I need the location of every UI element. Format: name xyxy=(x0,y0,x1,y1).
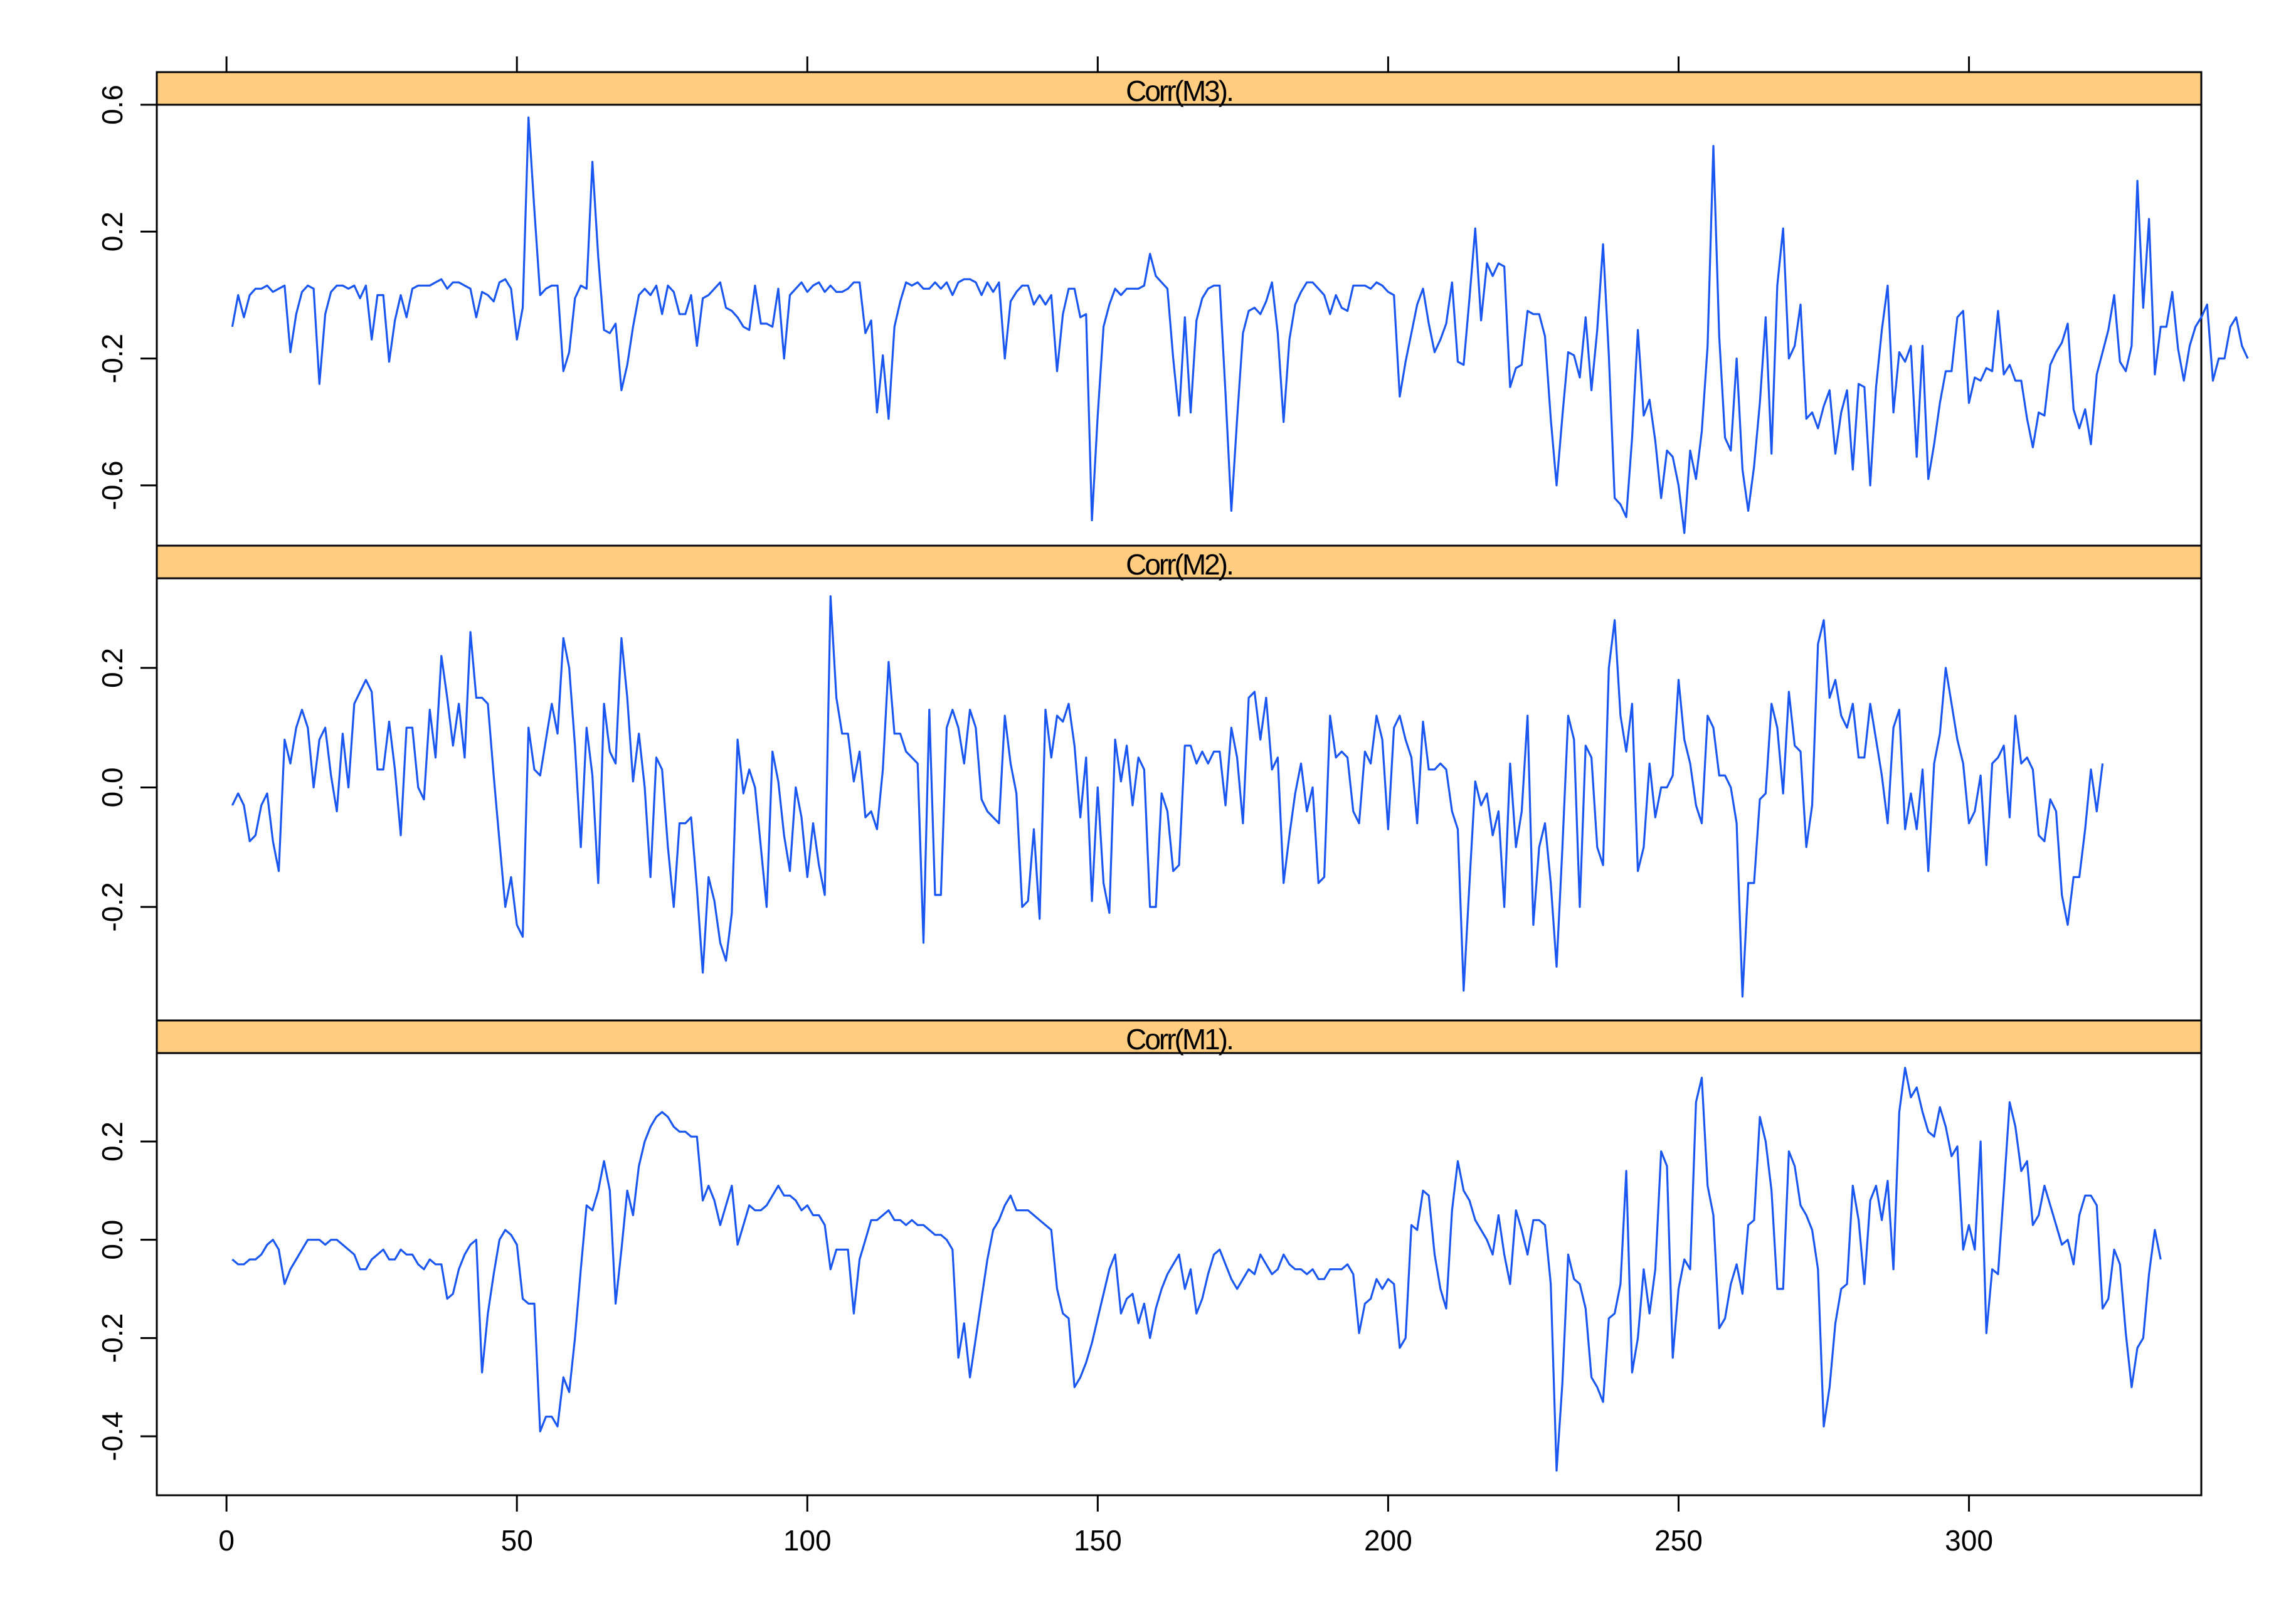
y-tick-label: 0.0 xyxy=(96,1220,129,1260)
strip-label: Corr(M2). xyxy=(1126,548,1232,581)
y-tick-label: 0.2 xyxy=(96,648,129,688)
x-tick-label: 200 xyxy=(1364,1524,1412,1557)
panel-corr-m2: Corr(M2). -0.2 0.0 0.2 xyxy=(96,544,2203,1022)
series-line xyxy=(231,116,2249,534)
top-axis-ticks xyxy=(225,56,1971,72)
y-tick-label: -0.6 xyxy=(96,460,129,510)
x-tick-label: 100 xyxy=(783,1524,832,1557)
strip-label: Corr(M3). xyxy=(1126,75,1232,107)
strip-label: Corr(M1). xyxy=(1126,1023,1232,1056)
y-tick-label: 0.2 xyxy=(96,211,129,252)
strip-background xyxy=(156,544,2203,580)
x-tick-label: 0 xyxy=(218,1524,235,1557)
y-tick-label: -0.2 xyxy=(96,1313,129,1363)
x-tick-label: 300 xyxy=(1945,1524,1993,1557)
y-axis: -0.4 -0.2 0.0 0.2 xyxy=(96,1121,157,1461)
panel-corr-m3: Corr(M3). -0.6 -0.2 0.2 0.6 xyxy=(96,71,2249,547)
y-tick-label: 0.2 xyxy=(96,1121,129,1162)
y-tick-label: -0.2 xyxy=(96,882,129,931)
panel-frame xyxy=(156,1019,2203,1497)
panel-corr-m1: Corr(M1). -0.4 -0.2 0.0 0.2 xyxy=(96,1019,2203,1497)
x-axis: 0 50 100 150 200 250 300 xyxy=(218,1495,1993,1557)
x-tick-label: 50 xyxy=(501,1524,533,1557)
y-axis: -0.6 -0.2 0.2 0.6 xyxy=(96,85,157,511)
y-tick-label: 0.6 xyxy=(96,85,129,125)
y-tick-label: -0.4 xyxy=(96,1411,129,1461)
series-line xyxy=(231,595,2104,998)
panel-frame xyxy=(156,544,2203,1022)
y-tick-label: 0.0 xyxy=(96,767,129,807)
x-tick-label: 150 xyxy=(1074,1524,1122,1557)
panel-frame xyxy=(156,71,2203,547)
y-tick-label: -0.2 xyxy=(96,334,129,383)
y-axis: -0.2 0.0 0.2 xyxy=(96,648,157,932)
x-tick-label: 250 xyxy=(1654,1524,1703,1557)
series-line xyxy=(231,1066,2162,1472)
